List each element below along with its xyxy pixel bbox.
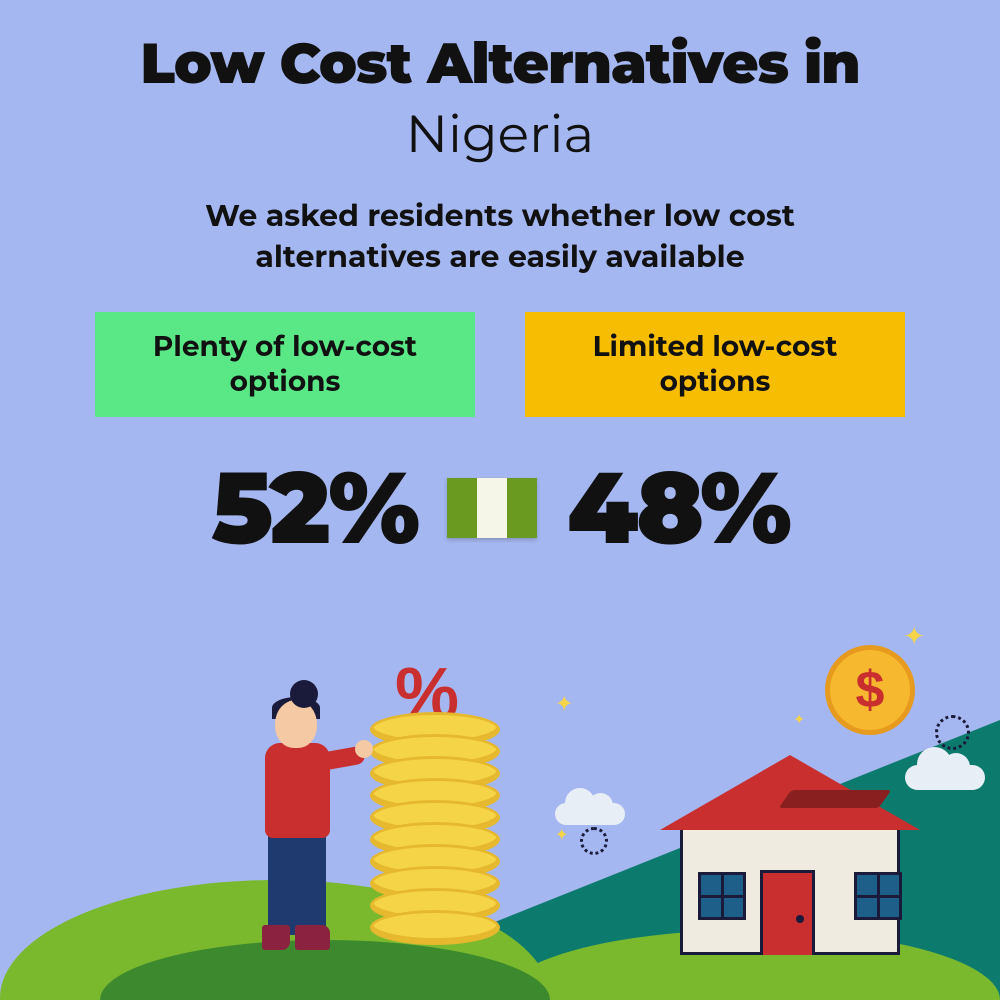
card-limited: Limited low-cost options (525, 312, 905, 417)
sparkle-icon: ✦ (555, 825, 568, 845)
title-line2: Nigeria (0, 103, 1000, 166)
sparkle-icon: ✦ (793, 710, 805, 728)
flag-stripe-1 (447, 478, 477, 538)
house-window (854, 872, 902, 920)
house-icon (660, 755, 920, 955)
dollar-coin-icon: $ (825, 645, 915, 735)
house-window (698, 872, 746, 920)
person-legs (268, 830, 326, 935)
flag-icon (447, 478, 537, 538)
house-roof-slot (779, 790, 892, 808)
card-plenty-label: Plenty of low-cost options (125, 330, 445, 400)
person-icon (240, 670, 360, 950)
person-head (275, 700, 317, 748)
flag-stripe-3 (507, 478, 537, 538)
coin (370, 910, 500, 945)
sparkle-icon: ✦ (555, 690, 573, 717)
percent-left: 52% (211, 447, 417, 569)
dollar-sign: $ (856, 660, 885, 720)
person-hair-bun (290, 680, 318, 708)
cloud-icon (555, 803, 625, 825)
card-limited-label: Limited low-cost options (555, 330, 875, 400)
flag-stripe-2 (477, 478, 507, 538)
percent-row: 52% 48% (0, 447, 1000, 569)
person-hand (355, 740, 373, 758)
dotted-circle-icon (580, 827, 608, 855)
title-line1: Low Cost Alternatives in (0, 0, 1000, 98)
illustration: ✦ ✦ ✦ ✦ $ % (0, 600, 1000, 1000)
subtitle: We asked residents whether low costalter… (0, 196, 1000, 277)
percent-right: 48% (567, 447, 789, 569)
person-boot (262, 925, 290, 950)
sparkle-icon: ✦ (903, 620, 925, 652)
house-door (760, 870, 815, 955)
coin-stack-icon (370, 712, 500, 945)
card-plenty: Plenty of low-cost options (95, 312, 475, 417)
person-boot (295, 925, 330, 950)
cards-row: Plenty of low-cost options Limited low-c… (0, 312, 1000, 417)
dotted-circle-icon (935, 715, 970, 750)
door-knob (796, 915, 804, 923)
